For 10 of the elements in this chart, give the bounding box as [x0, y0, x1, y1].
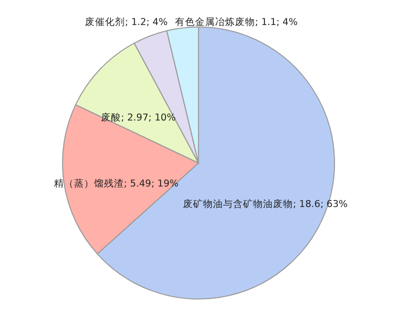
slice-label: 精（蒸）馏残渣: [54, 177, 124, 190]
slice-label: 废矿物油与含矿物油废物: [182, 198, 293, 210]
data-label: ; 2.97; 10%: [121, 112, 176, 124]
data-label: ; 1.2; 4%: [125, 17, 168, 28]
data-label: ; 18.6; 63%: [292, 199, 348, 210]
data-label: ; 5.49; 19%: [124, 178, 179, 190]
slice-label: 废酸: [101, 112, 122, 124]
slice-label: 有色金属冶炼废物: [175, 16, 255, 28]
data-label: ; 1.1; 4%: [255, 17, 298, 28]
slice-label: 废催化剂: [85, 16, 125, 28]
